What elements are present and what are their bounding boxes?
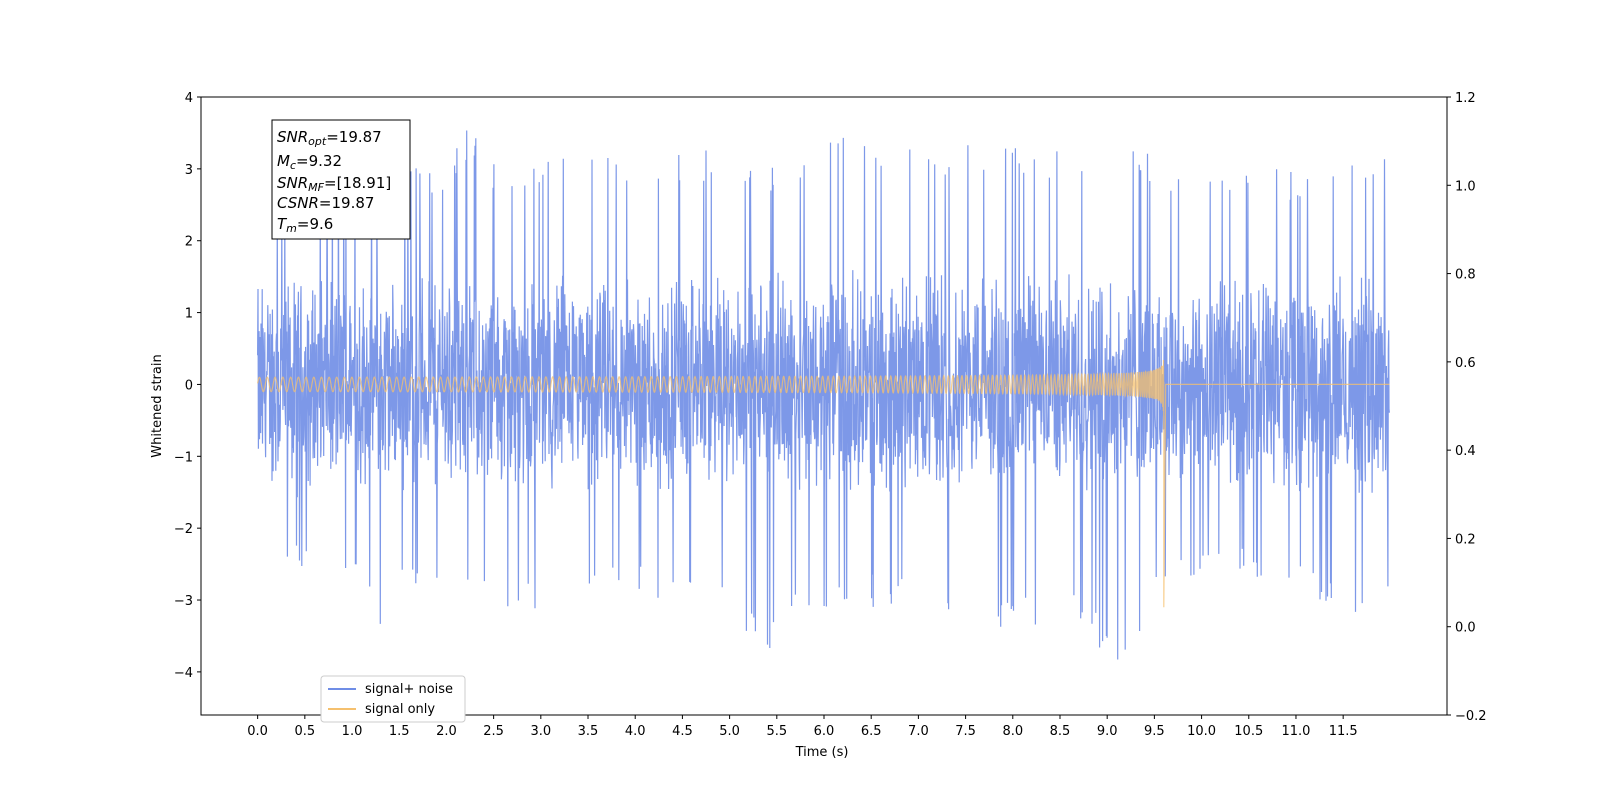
annotation-snr-opt: SNRopt=19.87 — [277, 128, 382, 148]
x-tick-label: 5.5 — [766, 724, 787, 739]
x-axis: 0.0 0.5 1.0 1.5 2.0 2.5 3.0 3.5 4.0 4.5 5.0 5.5 6.0 6… — [247, 715, 1358, 739]
x-tick-label: 8.0 — [1002, 724, 1023, 739]
annotation-tm: Tm=9.6 — [277, 215, 333, 235]
y2-tick-label: 0.2 — [1455, 532, 1476, 547]
x-tick-label: 0.5 — [294, 724, 315, 739]
series-signal-noise — [257, 130, 1390, 660]
plot-area — [257, 130, 1390, 660]
annotation-mc: Mc=9.32 — [277, 152, 342, 172]
annotation-csnr: CSNR=19.87 — [277, 194, 374, 212]
y2-tick-label: 1.2 — [1455, 91, 1476, 106]
x-tick-label: 11.0 — [1281, 724, 1310, 739]
y-tick-label: 2 — [185, 235, 193, 250]
y2-tick-label: 0.8 — [1455, 268, 1476, 283]
legend-label-signal-noise: signal+ noise — [365, 682, 453, 697]
y2-tick-label: −0.2 — [1455, 709, 1487, 724]
x-tick-label: 7.5 — [955, 724, 976, 739]
y2-tick-label: 0.0 — [1455, 621, 1476, 636]
x-tick-label: 3.0 — [530, 724, 551, 739]
legend: signal+ noise signal only — [320, 675, 466, 723]
y-tick-label: 1 — [185, 307, 193, 322]
x-tick-label: 2.5 — [483, 724, 504, 739]
x-tick-label: 10.5 — [1234, 724, 1263, 739]
y-tick-label: −1 — [174, 450, 193, 465]
x-tick-label: 2.0 — [436, 724, 457, 739]
series-signal-only — [257, 359, 1390, 608]
x-axis-label: Time (s) — [795, 745, 849, 760]
legend-label-signal-only: signal only — [365, 702, 435, 717]
y2-tick-label: 0.4 — [1455, 444, 1476, 459]
y-axis-left: 4 3 2 1 0 −1 −2 −3 −4 — [174, 91, 201, 681]
stats-annotation-box: SNRopt=19.87 Mc=9.32 SNRMF=[18.91] CSNR=… — [271, 119, 411, 240]
y-tick-label: 3 — [185, 163, 193, 178]
x-tick-label: 11.5 — [1329, 724, 1358, 739]
x-tick-label: 3.5 — [578, 724, 599, 739]
annotation-snr-mf: SNRMF=[18.91] — [277, 174, 391, 194]
x-tick-label: 9.0 — [1097, 724, 1118, 739]
x-tick-label: 1.5 — [389, 724, 410, 739]
x-tick-label: 4.5 — [672, 724, 693, 739]
y2-tick-label: 0.6 — [1455, 356, 1476, 371]
x-tick-label: 6.0 — [814, 724, 835, 739]
y-tick-label: 4 — [185, 91, 193, 106]
x-tick-label: 7.0 — [908, 724, 929, 739]
x-tick-label: 8.5 — [1050, 724, 1071, 739]
y2-tick-label: 1.0 — [1455, 179, 1476, 194]
x-tick-label: 9.5 — [1144, 724, 1165, 739]
x-tick-label: 0.0 — [247, 724, 268, 739]
x-tick-label: 10.0 — [1187, 724, 1216, 739]
y-axis-label: Whitened strain — [150, 354, 165, 457]
y-tick-label: −3 — [174, 594, 193, 609]
x-tick-label: 1.0 — [342, 724, 363, 739]
x-tick-label: 6.5 — [861, 724, 882, 739]
x-tick-label: 5.0 — [719, 724, 740, 739]
x-tick-label: 4.0 — [625, 724, 646, 739]
y-tick-label: −2 — [174, 522, 193, 537]
y-tick-label: −4 — [174, 666, 193, 681]
y-tick-label: 0 — [185, 378, 193, 393]
y-axis-right: 1.2 1.0 0.8 0.6 0.4 0.2 0.0 −0.2 — [1447, 91, 1487, 724]
